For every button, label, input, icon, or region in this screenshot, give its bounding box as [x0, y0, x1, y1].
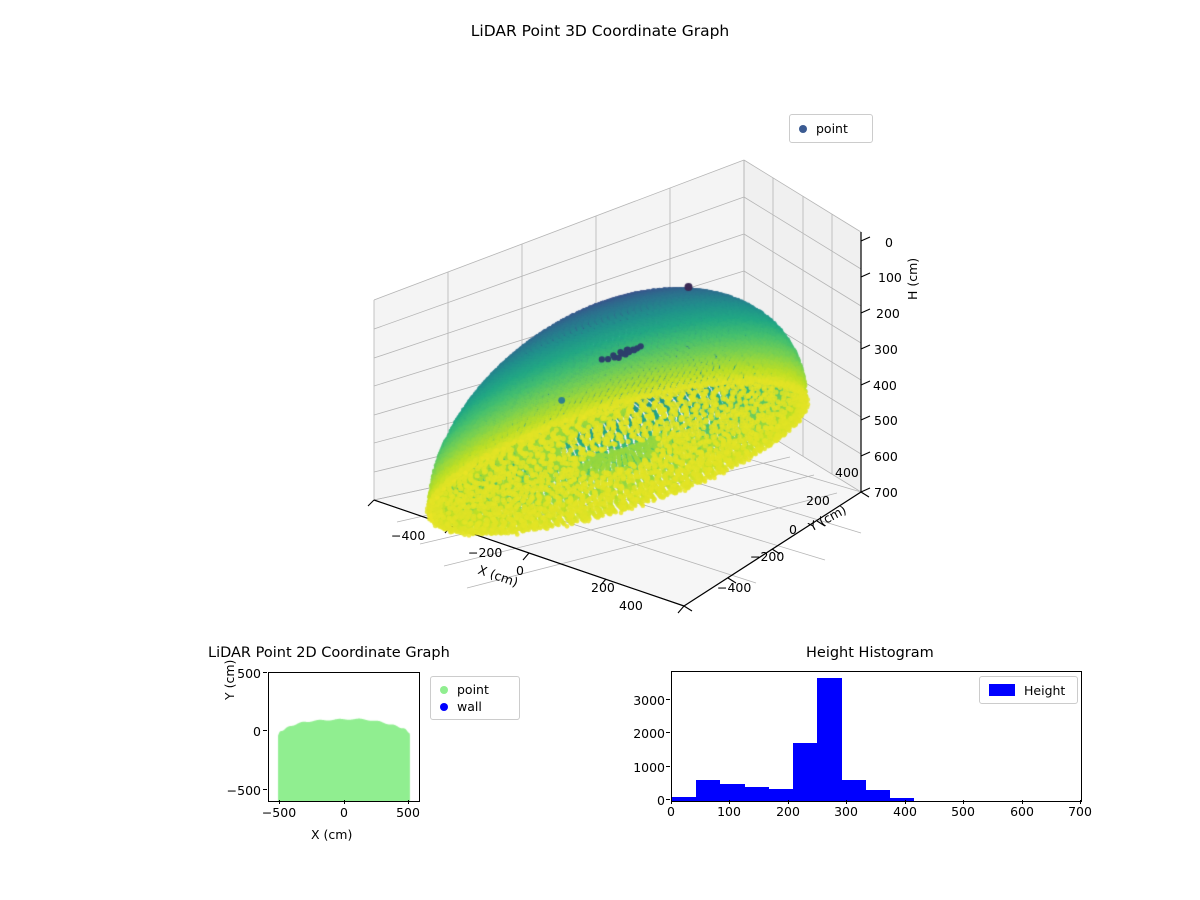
- histogram-xtick-1: 100: [717, 804, 741, 819]
- plot3d-xtick-2: 0: [516, 563, 524, 578]
- histogram-xtickmark-7: [1080, 800, 1081, 804]
- plot2d-xtickmark-1: [344, 800, 345, 804]
- plot3d-ytick-0: −400: [717, 580, 752, 595]
- histogram-xtick-5: 500: [951, 804, 975, 819]
- histogram-bar: [841, 779, 866, 801]
- plot3d-ztick-2: 200: [876, 306, 900, 321]
- legend-item-point: point: [790, 120, 872, 137]
- plot2d-ytickmark-2: [263, 789, 267, 790]
- histogram-xtick-3: 300: [834, 804, 858, 819]
- histogram-xtick-7: 700: [1068, 804, 1092, 819]
- plot3d-legend[interactable]: point: [789, 114, 873, 143]
- histogram-ytick-0: 0: [657, 793, 665, 808]
- plot2d-title: LiDAR Point 2D Coordinate Graph: [208, 645, 450, 661]
- point-marker-icon: [440, 685, 448, 694]
- plot3d-pointcloud: [0, 0, 1200, 640]
- histogram-ytickmark-3: [666, 699, 670, 700]
- plot3d-ytick-4: 400: [835, 465, 859, 480]
- plot3d-ztick-6: 600: [874, 449, 898, 464]
- plot2d-legend[interactable]: point wall: [430, 676, 520, 720]
- wall-marker-icon: [440, 702, 448, 711]
- histogram-xtickmark-3: [846, 800, 847, 804]
- plot3d-ztick-5: 500: [874, 413, 898, 428]
- plot3d-ztick-7: 700: [874, 485, 898, 500]
- plot2d-axes: [268, 672, 420, 802]
- plot2d-ytick-1: 0: [253, 724, 261, 739]
- histogram-bar: [744, 786, 769, 801]
- plot3d-zaxis-label: H (cm): [905, 257, 920, 300]
- plot2d-xtickmark-0: [279, 800, 280, 804]
- histogram-ytick-1: 1000: [633, 760, 665, 775]
- histogram-bar: [865, 790, 891, 801]
- histogram-ytickmark-0: [666, 799, 670, 800]
- histogram-bar: [890, 797, 915, 801]
- plot3d-xtick-1: −200: [468, 545, 503, 560]
- histogram-bar: [817, 677, 842, 801]
- histogram-xtickmark-6: [1022, 800, 1023, 804]
- histogram-xtick-2: 200: [776, 804, 800, 819]
- histogram-bar: [768, 789, 794, 801]
- plot2d-yaxis-label: Y (cm): [222, 659, 237, 700]
- histogram-xtick-0: 0: [667, 804, 675, 819]
- plot3d-xtick-3: 200: [591, 580, 615, 595]
- histogram-xtickmark-5: [963, 800, 964, 804]
- plot3d-xtick-4: 400: [619, 598, 643, 613]
- histogram-bar: [696, 779, 721, 801]
- plot3d-ztick-1: 100: [878, 270, 902, 285]
- histogram-ytick-3: 3000: [633, 693, 665, 708]
- legend-label: Height: [1024, 682, 1066, 698]
- legend-label: point: [816, 121, 848, 136]
- histogram-bar: [672, 796, 697, 801]
- plot3d-ytick-2: 0: [789, 522, 797, 537]
- legend-item-point: point: [431, 681, 519, 698]
- histogram-xtickmark-2: [788, 800, 789, 804]
- histogram-ytickmark-2: [666, 732, 670, 733]
- plot2d-xaxis-label: X (cm): [311, 827, 353, 842]
- histogram-legend[interactable]: Height: [979, 676, 1078, 704]
- legend-item-height: Height: [980, 682, 1077, 699]
- plot2d-xtick-2: 500: [396, 805, 420, 820]
- legend-item-wall: wall: [431, 698, 519, 715]
- plot2d-ytick-0: 500: [237, 666, 261, 681]
- histogram-ytickmark-1: [666, 766, 670, 767]
- plot3d-xtick-0: −400: [391, 528, 426, 543]
- plot2d-ytick-2: −500: [226, 783, 261, 798]
- histogram-xtickmark-0: [671, 800, 672, 804]
- plot3d-ytick-3: 200: [806, 493, 830, 508]
- histogram-bars: [672, 672, 1081, 801]
- plot2d-xtickmark-2: [408, 800, 409, 804]
- legend-label: point: [457, 682, 489, 697]
- histogram-xtickmark-4: [905, 800, 906, 804]
- plot2d-xtick-0: −500: [261, 805, 297, 820]
- histogram-xtick-4: 400: [893, 804, 917, 819]
- histogram-title: Height Histogram: [806, 645, 934, 661]
- plot3d-ztick-4: 400: [873, 378, 897, 393]
- legend-label: wall: [457, 699, 482, 714]
- histogram-bar: [720, 784, 745, 801]
- histogram-xtickmark-1: [729, 800, 730, 804]
- histogram-xtick-6: 600: [1010, 804, 1034, 819]
- plot2d-ytickmark-1: [263, 730, 267, 731]
- plot2d-ytickmark-0: [263, 672, 267, 673]
- plot2d-pointcloud: [269, 673, 419, 801]
- histogram-ytick-2: 2000: [633, 726, 665, 741]
- plot2d-xtick-1: 0: [340, 805, 348, 820]
- plot3d-ztick-3: 300: [874, 342, 898, 357]
- histogram-bar: [793, 743, 818, 801]
- point-marker-icon: [799, 124, 807, 133]
- plot3d-ztick-0: 0: [885, 235, 893, 250]
- height-bar-icon: [989, 684, 1015, 696]
- plot3d-ytick-1: −200: [750, 549, 785, 564]
